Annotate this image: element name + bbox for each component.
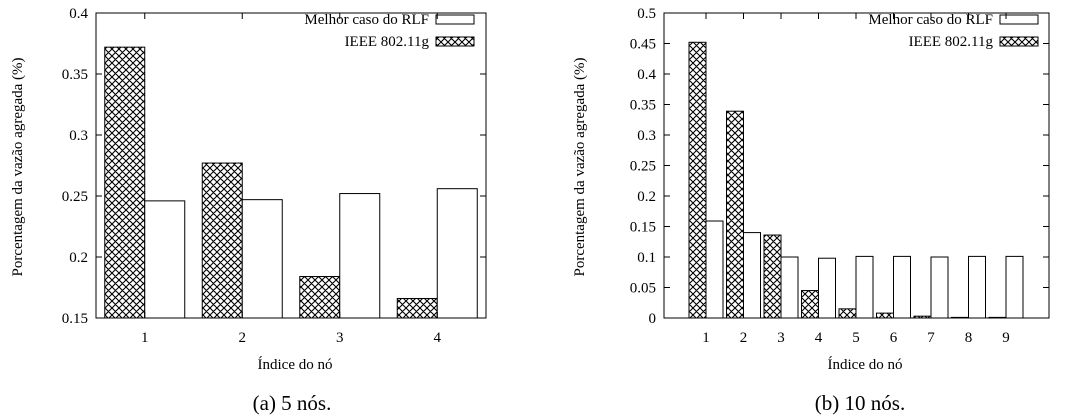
- x-axis-label: Índice do nó: [258, 356, 333, 373]
- bar-melhor-caso-rlf-node-4: [818, 257, 836, 319]
- x-tick-label: 5: [852, 330, 860, 346]
- bar-melhor-caso-rlf-node-9: [1005, 255, 1024, 319]
- y-tick-label: 0.4: [637, 67, 656, 83]
- y-tick-label: 0.3: [637, 128, 656, 144]
- bar-ieee-802-11g-node-1: [688, 41, 707, 319]
- y-tick-label: 0.25: [630, 159, 656, 175]
- y-tick-label: 0.2: [637, 189, 656, 205]
- legend-label-rlf: Melhor caso do RLF: [304, 12, 429, 28]
- caption-a: (a) 5 nós.: [253, 391, 332, 415]
- bar-ieee-802-11g-node-3: [763, 234, 782, 319]
- bar-ieee-802-11g-node-2: [201, 162, 243, 319]
- y-axis-label: Porcentagem da vazão agregada (%): [10, 57, 26, 276]
- x-tick-label: 4: [434, 330, 442, 346]
- caption-b: (b) 10 nós.: [815, 391, 905, 415]
- bar-melhor-caso-rlf-node-3: [339, 193, 381, 319]
- x-axis-label: Índice do nó: [828, 356, 903, 373]
- bar-ieee-802-11g-node-4: [801, 290, 819, 319]
- legend-swatch-rlf: [999, 14, 1039, 25]
- bar-ieee-802-11g-node-2: [726, 110, 744, 319]
- bar-melhor-caso-rlf-node-4: [436, 188, 478, 319]
- x-tick-label: 1: [702, 330, 710, 346]
- legend-label-ieee: IEEE 802.11g: [345, 34, 430, 50]
- bar-ieee-802-11g-node-1: [104, 46, 146, 319]
- bar-melhor-caso-rlf-node-7: [930, 256, 949, 319]
- bar-melhor-caso-rlf-node-2: [743, 232, 761, 319]
- y-tick-label: 0.4: [69, 6, 88, 22]
- y-tick-label: 0.35: [62, 67, 88, 83]
- bar-melhor-caso-rlf-node-6: [893, 255, 911, 319]
- bar-melhor-caso-rlf-node-3: [780, 256, 799, 319]
- y-tick-label: 0.5: [637, 6, 656, 22]
- x-tick-label: 1: [141, 330, 149, 346]
- x-tick-label: 2: [239, 330, 247, 346]
- x-tick-label: 7: [927, 330, 935, 346]
- plot-frame: [95, 12, 487, 319]
- bar-melhor-caso-rlf-node-8: [968, 255, 986, 319]
- y-tick-label: 0.25: [62, 189, 88, 205]
- x-tick-label: 9: [1002, 330, 1010, 346]
- x-tick-label: 6: [890, 330, 898, 346]
- x-tick-label: 8: [965, 330, 973, 346]
- bar-melhor-caso-rlf-node-1: [705, 220, 724, 319]
- x-tick-label: 4: [815, 330, 823, 346]
- y-tick-label: 0: [649, 311, 657, 327]
- y-tick-label: 0.05: [630, 281, 656, 297]
- plot-frame: [663, 12, 1050, 319]
- bar-ieee-802-11g-node-5: [838, 308, 857, 319]
- legend-label-ieee: IEEE 802.11g: [909, 34, 994, 50]
- y-tick-label: 0.15: [630, 220, 656, 236]
- bar-ieee-802-11g-node-3: [299, 276, 341, 319]
- legend: Melhor caso do RLF IEEE 802.11g: [304, 12, 475, 50]
- y-tick-label: 0.45: [630, 37, 656, 53]
- bar-melhor-caso-rlf-node-5: [855, 255, 874, 319]
- y-tick-label: 0.2: [69, 250, 88, 266]
- chart-10-nodes: Porcentagem da vazão agregada (%) Índice…: [572, 6, 1050, 373]
- x-tick-label: 2: [740, 330, 748, 346]
- y-tick-label: 0.15: [62, 311, 88, 327]
- x-tick-label: 3: [777, 330, 785, 346]
- legend: Melhor caso do RLF IEEE 802.11g: [868, 12, 1039, 50]
- legend-label-rlf: Melhor caso do RLF: [868, 12, 993, 28]
- legend-swatch-rlf: [435, 14, 475, 25]
- y-tick-label: 0.35: [630, 98, 656, 114]
- bar-ieee-802-11g-node-4: [396, 297, 438, 319]
- bar-ieee-802-11g-node-6: [876, 312, 894, 319]
- y-tick-label: 0.1: [637, 250, 656, 266]
- legend-swatch-ieee: [435, 36, 475, 47]
- chart-5-nodes: Porcentagem da vazão agregada (%) Índice…: [10, 6, 487, 373]
- bar-melhor-caso-rlf-node-2: [241, 199, 283, 319]
- y-axis-label: Porcentagem da vazão agregada (%): [572, 57, 588, 276]
- legend-swatch-ieee: [999, 36, 1039, 47]
- y-tick-label: 0.3: [69, 128, 88, 144]
- bar-melhor-caso-rlf-node-1: [144, 200, 186, 319]
- x-tick-label: 3: [336, 330, 344, 346]
